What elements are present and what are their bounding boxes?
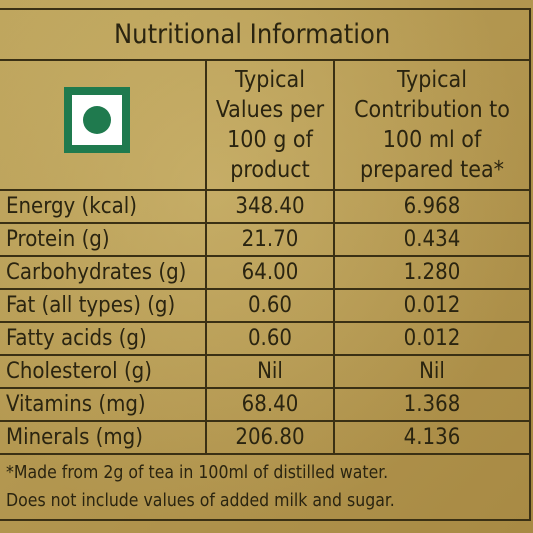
value-per-100g: 0.60: [205, 288, 335, 323]
title-row: Nutritional Information: [0, 8, 531, 61]
table-row: Minerals (mg) 206.80 4.136: [0, 420, 531, 455]
value-per-100ml: Nil: [333, 354, 531, 389]
footnote: *Made from 2g of tea in 100ml of distill…: [0, 453, 531, 521]
value-per-100ml: 4.136: [333, 420, 531, 455]
column-header-typical-values: Typical Values per 100 g of product: [205, 59, 335, 191]
header-row: Typical Values per 100 g of product Typi…: [0, 59, 531, 191]
table-row: Cholesterol (g) Nil Nil: [0, 354, 531, 389]
logo-cell: [0, 59, 207, 191]
value-per-100g: 21.70: [205, 222, 335, 257]
row-label: Vitamins (mg): [0, 387, 207, 422]
footnote-row: *Made from 2g of tea in 100ml of distill…: [0, 453, 531, 521]
value-per-100g: 64.00: [205, 255, 335, 290]
table-row: Vitamins (mg) 68.40 1.368: [0, 387, 531, 422]
value-per-100ml: 0.012: [333, 321, 531, 356]
value-per-100ml: 0.434: [333, 222, 531, 257]
table-row: Protein (g) 21.70 0.434: [0, 222, 531, 257]
table-row: Carbohydrates (g) 64.00 1.280: [0, 255, 531, 290]
column-header-typical-contribution: Typical Contribution to 100 ml of prepar…: [333, 59, 531, 191]
row-label: Fatty acids (g): [0, 321, 207, 356]
value-per-100ml: 1.280: [333, 255, 531, 290]
value-per-100g: Nil: [205, 354, 335, 389]
value-per-100ml: 6.968: [333, 189, 531, 224]
row-label: Fat (all types) (g): [0, 288, 207, 323]
row-label: Cholesterol (g): [0, 354, 207, 389]
value-per-100g: 348.40: [205, 189, 335, 224]
value-per-100ml: 1.368: [333, 387, 531, 422]
row-label: Protein (g): [0, 222, 207, 257]
value-per-100g: 206.80: [205, 420, 335, 455]
row-label: Minerals (mg): [0, 420, 207, 455]
row-label: Carbohydrates (g): [0, 255, 207, 290]
footnote-line-1: *Made from 2g of tea in 100ml of distill…: [6, 463, 389, 483]
value-per-100g: 68.40: [205, 387, 335, 422]
value-per-100ml: 0.012: [333, 288, 531, 323]
nutrition-table: Nutritional Information Typical Values p…: [0, 8, 531, 521]
row-label: Energy (kcal): [0, 189, 207, 224]
table-row: Energy (kcal) 348.40 6.968: [0, 189, 531, 224]
table-title-text: Nutritional Information: [114, 19, 391, 50]
table-row: Fat (all types) (g) 0.60 0.012: [0, 288, 531, 323]
table-row: Fatty acids (g) 0.60 0.012: [0, 321, 531, 356]
table-title: Nutritional Information: [0, 8, 531, 61]
footnote-line-2: Does not include values of added milk an…: [6, 491, 395, 511]
value-per-100g: 0.60: [205, 321, 335, 356]
vegetarian-mark-icon: [64, 87, 130, 153]
